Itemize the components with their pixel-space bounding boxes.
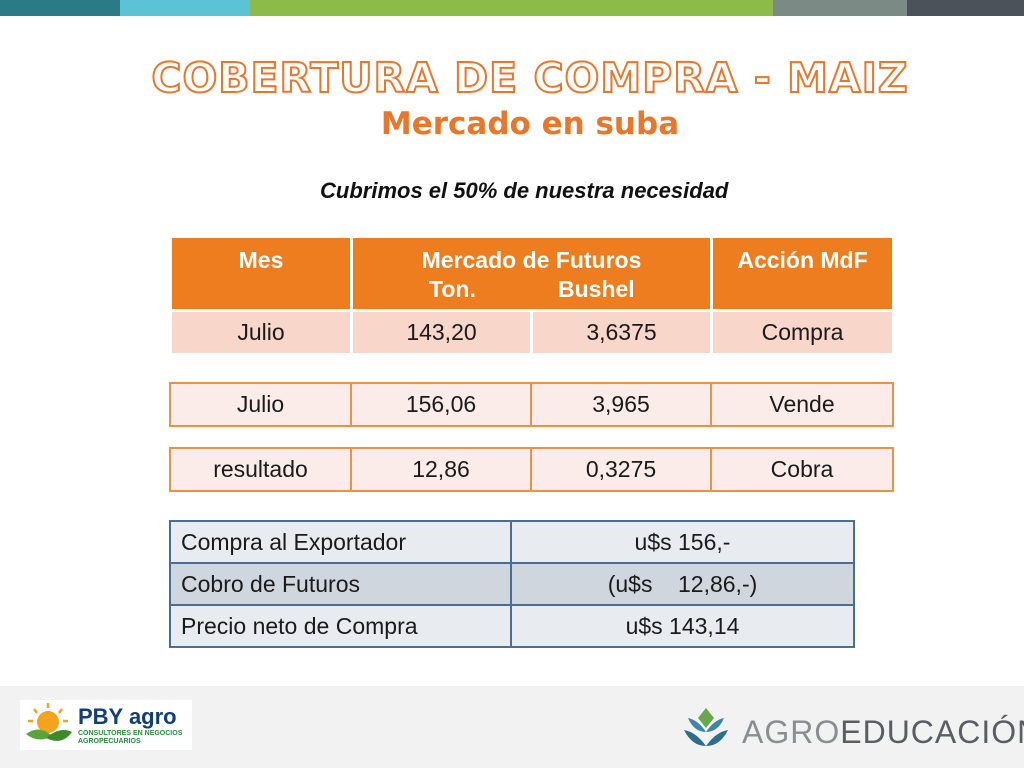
- slide-title: COBERTURA DE COMPRA - MAIZ: [150, 53, 909, 103]
- summary-label: Cobro de Futuros: [169, 562, 512, 606]
- pby-agro-logo: PBY agro CONSULTORES EN NEGOCIOS AGROPEC…: [20, 700, 192, 750]
- table-row: resultado 12,86 0,3275 Cobra: [169, 447, 894, 492]
- futures-table: Mes Mercado de Futuros Ton. Bushel Acció…: [169, 238, 895, 356]
- wheat-leaves-icon: [684, 708, 728, 746]
- result-table: resultado 12,86 0,3275 Cobra: [169, 447, 894, 492]
- cell-mes: Julio: [169, 382, 352, 427]
- table-row: Compra al Exportador u$s 156,-: [169, 520, 855, 564]
- agroeducacion-logo: AGROEDUCACIÓN: [678, 696, 1024, 756]
- summary-label: Compra al Exportador: [169, 520, 512, 564]
- table-row: Precio neto de Compra u$s 143,14: [169, 604, 855, 648]
- pby-tagline: CONSULTORES EN NEGOCIOS AGROPECUARIOS: [78, 730, 183, 745]
- slide-subtitle: Mercado en suba: [380, 106, 680, 142]
- cell-label: resultado: [169, 447, 352, 492]
- cell-ton: 143,20: [350, 308, 533, 356]
- summary-table: Compra al Exportador u$s 156,- Cobro de …: [169, 520, 855, 648]
- band-segment: [773, 0, 907, 16]
- cell-accion: Compra: [710, 308, 895, 356]
- futures-header-row: Mes Mercado de Futuros Ton. Bushel Acció…: [169, 238, 895, 310]
- cell-ton: 12,86: [350, 447, 532, 492]
- cell-ton: 156,06: [350, 382, 532, 427]
- band-segment: [0, 0, 120, 16]
- pby-brand-name: PBY agro: [78, 704, 177, 729]
- agroeducacion-wordmark: AGROEDUCACIÓN: [742, 714, 1024, 751]
- summary-value: u$s 143,14: [510, 604, 855, 648]
- band-segment: [120, 0, 250, 16]
- header-mercado-label: Mercado de Futuros: [421, 247, 642, 273]
- cell-bushel: 3,6375: [530, 308, 713, 356]
- table-row: Cobro de Futuros (u$s 12,86,-): [169, 562, 855, 606]
- header-ton: Ton.: [429, 276, 476, 302]
- cell-bushel: 0,3275: [530, 447, 712, 492]
- header-mercado: Mercado de Futuros Ton. Bushel: [350, 238, 713, 310]
- footer: PBY agro CONSULTORES EN NEGOCIOS AGROPEC…: [0, 686, 1024, 768]
- header-accion: Acción MdF: [710, 238, 895, 310]
- header-units: Ton. Bushel: [353, 275, 710, 304]
- summary-label: Precio neto de Compra: [169, 604, 512, 648]
- band-segment: [250, 0, 773, 16]
- educacion-word: EDUCACIÓN: [840, 714, 1024, 750]
- lead-text: Cubrimos el 50% de nuestra necesidad: [320, 178, 729, 203]
- table-row: Julio 156,06 3,965 Vende: [169, 382, 894, 427]
- cell-accion: Vende: [710, 382, 894, 427]
- band-segment: [907, 0, 1024, 16]
- header-bushel: Bushel: [558, 276, 635, 302]
- cell-bushel: 3,965: [530, 382, 712, 427]
- cell-mes: Julio: [169, 308, 353, 356]
- header-mes: Mes: [169, 238, 353, 310]
- top-color-band: [0, 0, 1024, 16]
- table-row: Julio 143,20 3,6375 Compra: [169, 308, 895, 356]
- summary-value: u$s 156,-: [510, 520, 855, 564]
- sun-leaf-icon: [26, 703, 72, 741]
- agro-word: AGRO: [742, 714, 841, 750]
- summary-value: (u$s 12,86,-): [510, 562, 855, 606]
- sell-table: Julio 156,06 3,965 Vende: [169, 382, 894, 427]
- cell-accion: Cobra: [710, 447, 894, 492]
